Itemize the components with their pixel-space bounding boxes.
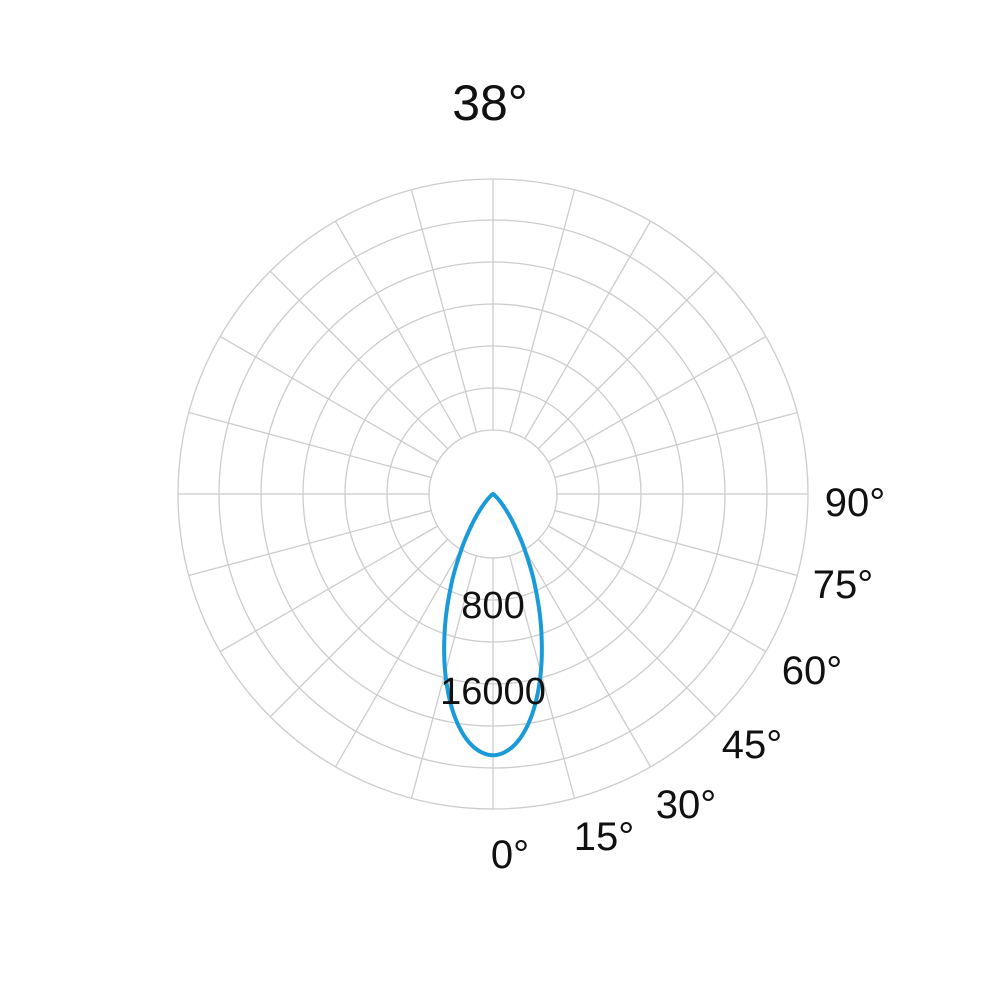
angle-label: 75° bbox=[813, 563, 874, 607]
chart-title: 38° bbox=[452, 75, 528, 131]
grid-spoke bbox=[524, 220, 652, 439]
radial-label: 16000 bbox=[440, 671, 546, 713]
grid-spoke bbox=[219, 525, 438, 653]
grid-spoke bbox=[548, 525, 767, 653]
grid-spoke bbox=[188, 411, 432, 479]
grid-spoke bbox=[554, 509, 798, 577]
grid-spoke bbox=[219, 335, 438, 463]
grid-spoke bbox=[334, 220, 462, 439]
polar-grid bbox=[177, 178, 809, 810]
grid-spoke bbox=[508, 189, 576, 433]
angle-label: 15° bbox=[574, 815, 635, 859]
grid-spoke bbox=[537, 270, 717, 450]
angle-label: 90° bbox=[825, 481, 886, 525]
grid-spoke bbox=[554, 411, 798, 479]
grid-spoke bbox=[334, 549, 462, 768]
grid-spoke bbox=[269, 270, 449, 450]
angle-label: 45° bbox=[722, 723, 783, 767]
grid-spoke bbox=[269, 538, 449, 718]
angle-label: 30° bbox=[656, 783, 717, 827]
grid-spoke bbox=[188, 509, 432, 577]
intensity-curve bbox=[442, 491, 544, 758]
radial-label: 800 bbox=[461, 585, 524, 627]
angle-label: 0° bbox=[491, 833, 529, 877]
grid-spoke bbox=[524, 549, 652, 768]
grid-spoke bbox=[410, 189, 478, 433]
grid-spoke bbox=[537, 538, 717, 718]
grid-spoke bbox=[548, 335, 767, 463]
angle-label: 60° bbox=[782, 649, 843, 693]
